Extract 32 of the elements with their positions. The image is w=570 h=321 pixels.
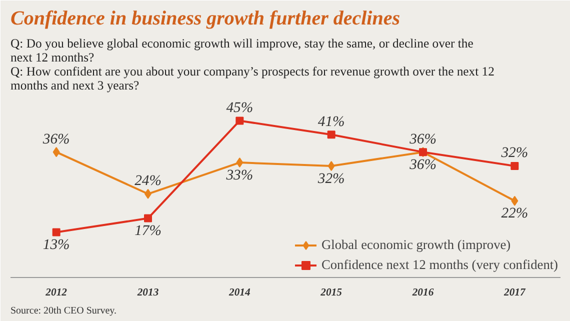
data-label: 13% (42, 237, 70, 254)
point (510, 162, 519, 170)
x-tick-label: 2014 (228, 288, 250, 298)
x-tick-label: 2016 (411, 288, 434, 298)
source-note: Source: 20th CEO Survey. (10, 306, 117, 316)
data-label: 36% (42, 131, 70, 148)
x-tick-label: 2012 (44, 288, 68, 298)
data-label: 22% (501, 206, 528, 222)
data-label: 32% (316, 170, 345, 187)
x-tick-label: 2017 (503, 288, 526, 298)
chart-subtitle: Q: Do you believe global economic growth will improve, stay the same, or decline over the next 12 months? Q: How confident are you about your company’s prospects for revenue growth over the next 12 months and next 3 years? (10, 36, 494, 92)
legend-label: Confidence next 12 months (very confident) (321, 257, 558, 273)
data-label: 36% (408, 156, 436, 173)
point (511, 196, 518, 206)
x-tick-label: 2013 (136, 288, 160, 298)
data-label: 24% (134, 173, 162, 190)
x-tick-label: 2015 (320, 288, 343, 298)
point (52, 228, 60, 236)
data-label: 17% (134, 223, 162, 240)
data-label: 45% (226, 100, 254, 116)
data-label: 41% (318, 114, 345, 130)
point (236, 116, 244, 125)
point (144, 214, 152, 222)
point (327, 130, 336, 139)
point (52, 147, 60, 158)
legend-label: Global economic growth (improve) (321, 237, 511, 253)
data-label: 33% (225, 167, 254, 184)
point (328, 161, 335, 172)
data-label: 32% (500, 145, 528, 162)
data-label: 36% (408, 131, 436, 148)
point (236, 158, 244, 168)
chart-title: Confidence in business growth further declines (10, 8, 400, 30)
